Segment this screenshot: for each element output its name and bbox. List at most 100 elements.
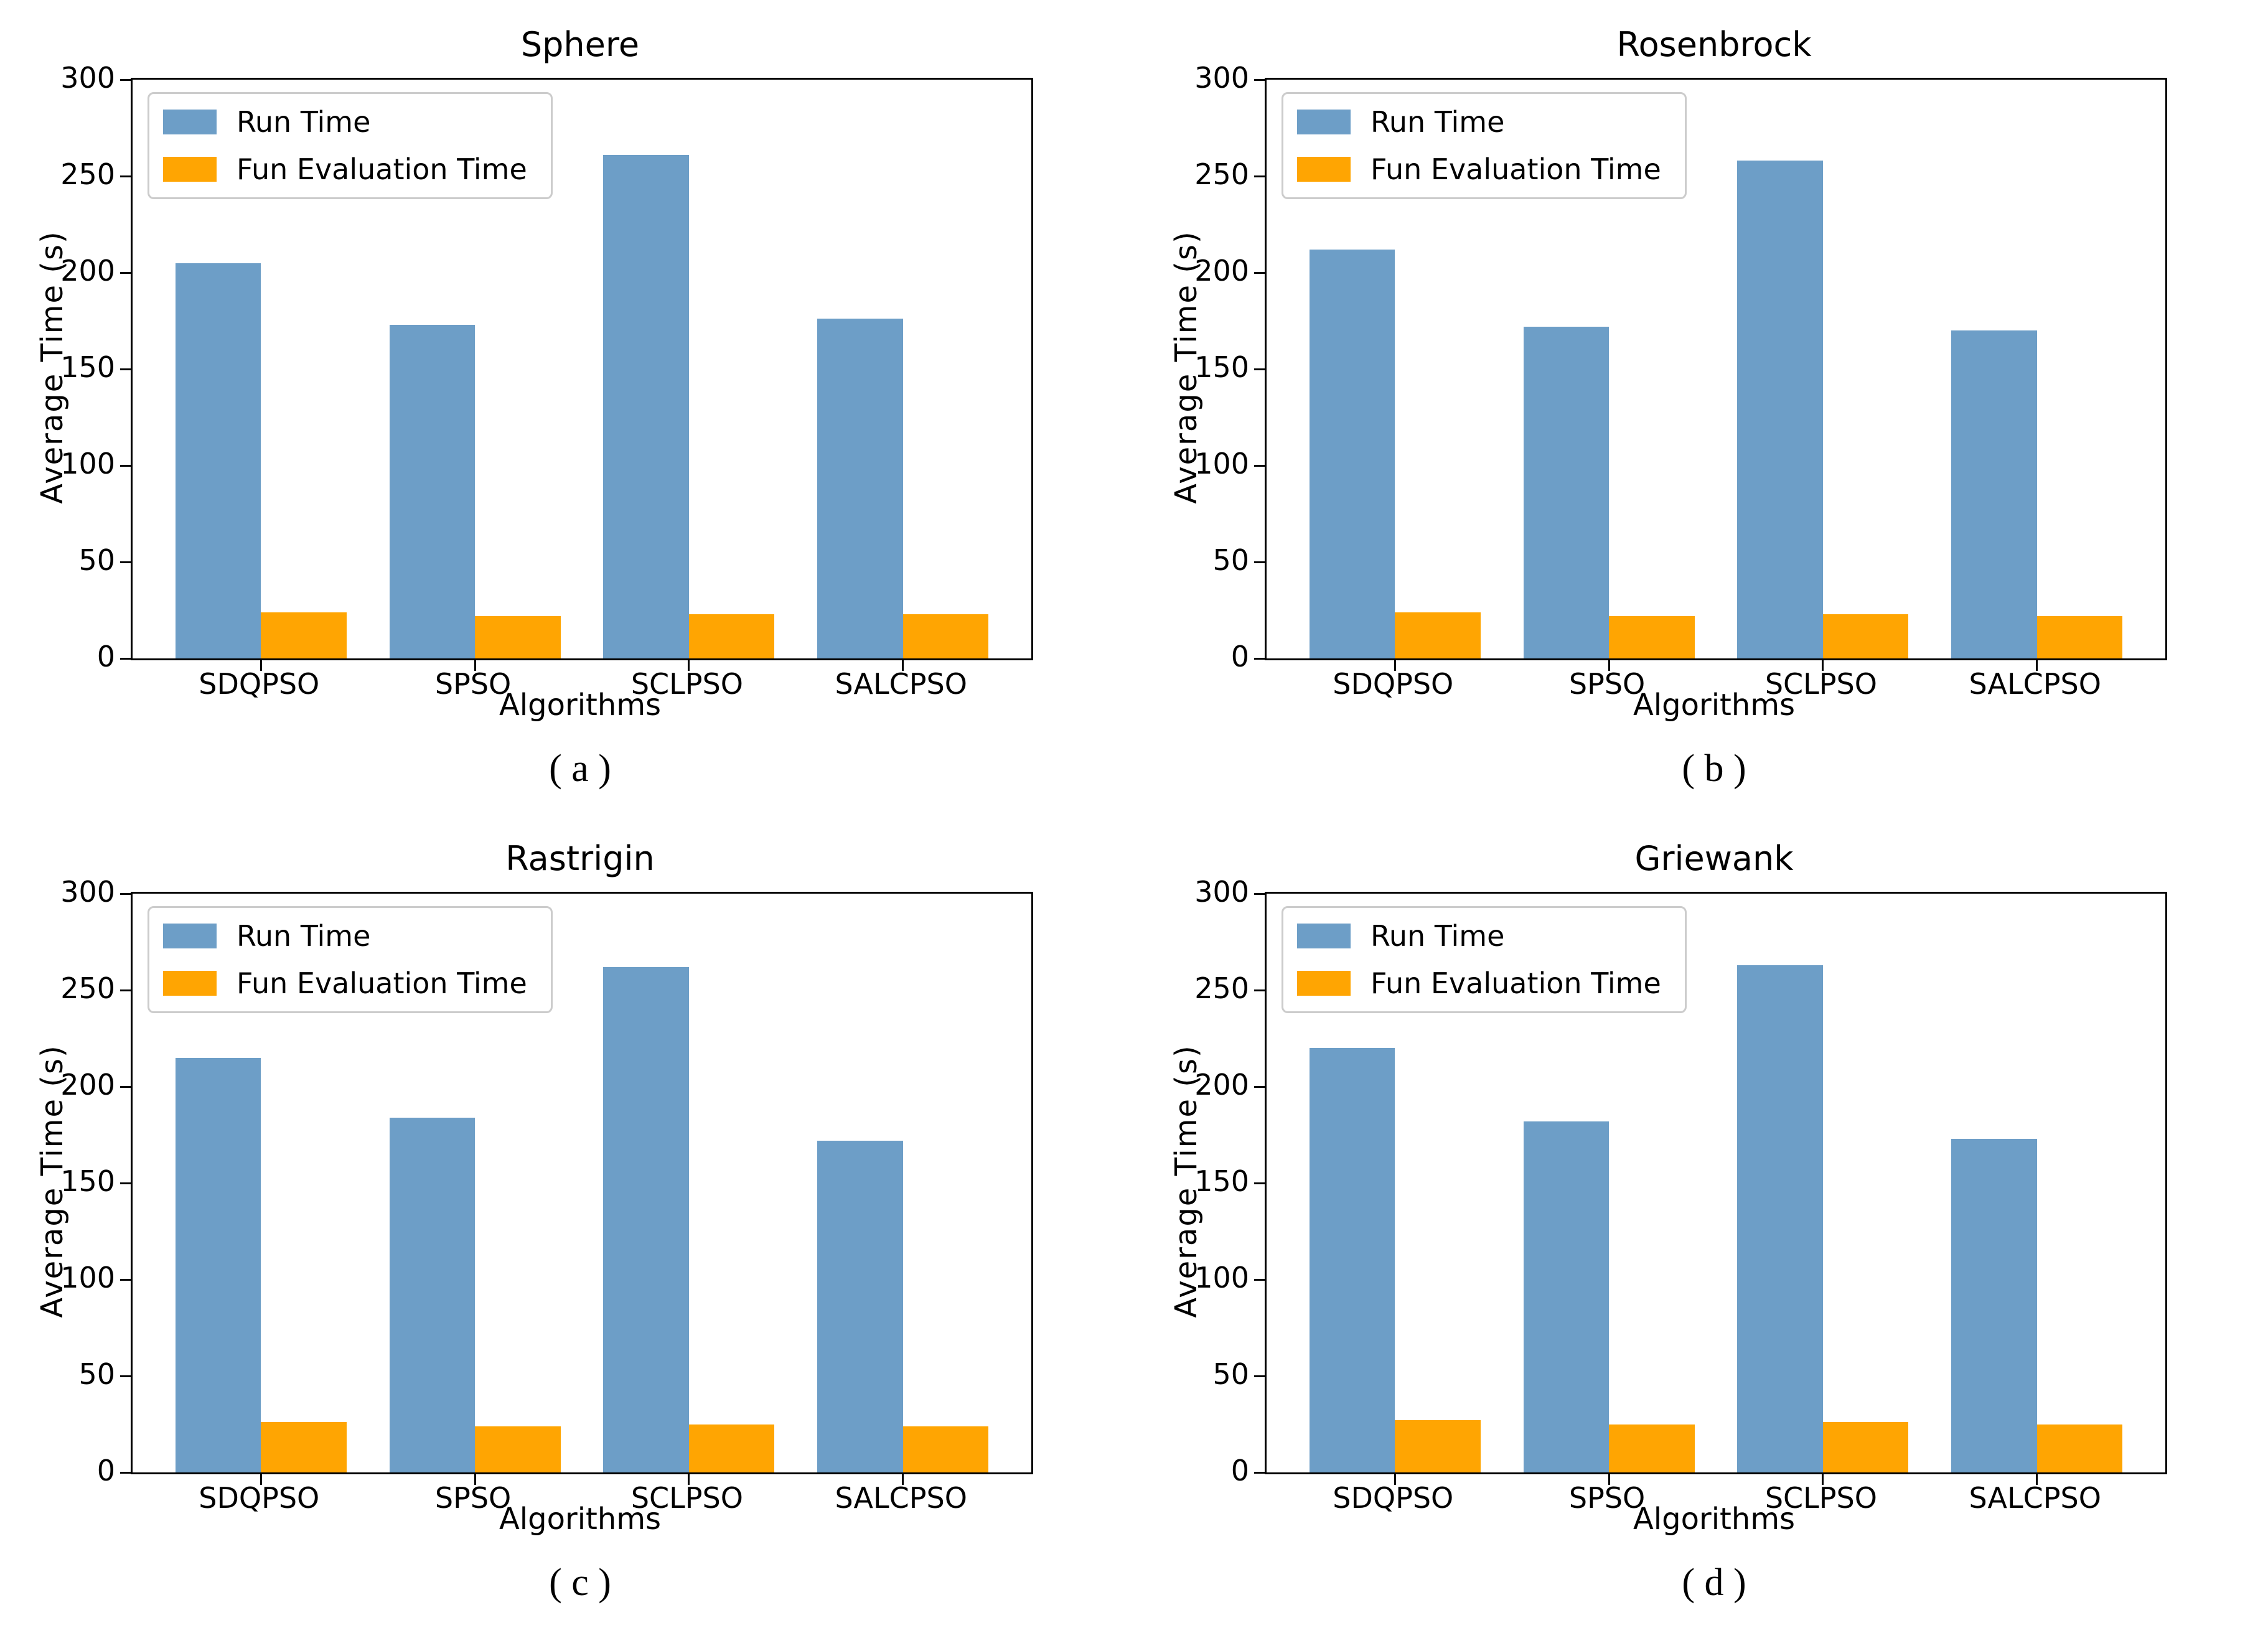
bar-fun-evaluation-time-spso	[1609, 615, 1695, 658]
legend-label: Run Time	[237, 105, 371, 139]
legend-item: Fun Evaluation Time	[1297, 155, 1661, 184]
y-tick-mark	[120, 1278, 131, 1281]
y-tick-mark	[120, 368, 131, 370]
plot-area: Run Time Fun Evaluation Time	[1254, 78, 2167, 671]
bar-run-time-salcpso	[817, 1140, 903, 1472]
x-tick-mark	[1608, 1474, 1610, 1485]
x-axis-label: Algorithms	[1633, 1502, 1796, 1537]
legend-label: Fun Evaluation Time	[237, 152, 527, 186]
subplot-caption: ( a )	[549, 747, 611, 790]
legend-item: Fun Evaluation Time	[163, 155, 527, 184]
bar-run-time-spso	[1523, 326, 1610, 658]
x-tick-label: SALCPSO	[835, 667, 967, 701]
y-tick-label: 150	[60, 350, 115, 384]
legend-label: Fun Evaluation Time	[1371, 152, 1661, 186]
y-tick-mark	[120, 1375, 131, 1377]
y-tick-label: 0	[96, 640, 115, 673]
legend-label: Fun Evaluation Time	[237, 966, 527, 1000]
bar-fun-evaluation-time-sdqpso	[261, 1422, 347, 1472]
y-tick-mark	[1254, 1375, 1265, 1377]
y-tick-label: 50	[78, 1357, 115, 1391]
bar-fun-evaluation-time-salcpso	[2036, 615, 2123, 658]
legend-swatch-fun-evaluation-time	[163, 157, 217, 182]
bar-fun-evaluation-time-sclpso	[688, 614, 775, 658]
y-tick-mark	[120, 1085, 131, 1088]
y-tick-label: 300	[60, 875, 115, 909]
subplot-d-griewank: Griewank Average Time (s) Run Time Fun Ev…	[1134, 814, 2268, 1628]
legend-swatch-fun-evaluation-time	[163, 971, 217, 996]
x-tick-label: SDQPSO	[1333, 667, 1454, 701]
y-tick-mark	[120, 78, 131, 81]
legend: Run Time Fun Evaluation Time	[1282, 92, 1687, 199]
y-tick-label: 150	[1194, 350, 1249, 384]
x-tick-mark	[1394, 1474, 1396, 1485]
bar-fun-evaluation-time-sclpso	[1822, 614, 1909, 658]
y-tick-mark	[120, 989, 131, 991]
y-tick-mark	[120, 464, 131, 467]
chart-title: Sphere	[520, 25, 640, 64]
bar-fun-evaluation-time-salcpso	[902, 614, 989, 658]
legend: Run Time Fun Evaluation Time	[148, 906, 553, 1013]
y-tick-mark	[1254, 657, 1265, 660]
legend-item: Fun Evaluation Time	[163, 969, 527, 998]
bar-fun-evaluation-time-sclpso	[688, 1424, 775, 1472]
x-tick-label: SPSO	[1568, 667, 1646, 701]
subplot-caption: ( d )	[1682, 1561, 1746, 1604]
y-tick-label: 150	[1194, 1164, 1249, 1198]
y-tick-label: 100	[1194, 1261, 1249, 1294]
x-tick-mark	[1394, 660, 1396, 671]
bar-fun-evaluation-time-sdqpso	[261, 612, 347, 658]
y-tick-label: 0	[96, 1454, 115, 1487]
x-axis-label: Algorithms	[499, 688, 662, 723]
legend-item: Run Time	[1297, 922, 1661, 950]
x-tick-mark	[902, 1474, 904, 1485]
chart-title: Griewank	[1634, 839, 1794, 878]
y-tick-label: 100	[1194, 447, 1249, 480]
legend-swatch-run-time	[163, 110, 217, 134]
x-tick-mark	[902, 660, 904, 671]
y-tick-mark	[1254, 368, 1265, 370]
y-tick-label: 100	[60, 447, 115, 480]
x-tick-label: SCLPSO	[1764, 667, 1877, 701]
legend: Run Time Fun Evaluation Time	[1282, 906, 1687, 1013]
y-tick-label: 0	[1230, 640, 1249, 673]
y-tick-mark	[120, 1471, 131, 1474]
plot-area: Run Time Fun Evaluation Time	[1254, 892, 2167, 1485]
y-tick-mark	[1254, 892, 1265, 895]
bar-fun-evaluation-time-sdqpso	[1395, 612, 1481, 658]
legend-item: Run Time	[163, 922, 527, 950]
y-tick-mark	[1254, 175, 1265, 177]
bar-run-time-salcpso	[1951, 1138, 2037, 1472]
x-axis-label: Algorithms	[1633, 688, 1796, 723]
bar-run-time-sdqpso	[1309, 249, 1395, 658]
bar-run-time-sdqpso	[175, 263, 261, 658]
x-tick-label: SDQPSO	[199, 667, 320, 701]
x-tick-mark	[474, 660, 476, 671]
y-tick-label: 250	[60, 971, 115, 1005]
x-tick-mark	[2036, 1474, 2038, 1485]
y-tick-label: 150	[60, 1164, 115, 1198]
bar-fun-evaluation-time-salcpso	[2036, 1424, 2123, 1472]
x-tick-label: SCLPSO	[630, 1481, 743, 1515]
x-tick-mark	[2036, 660, 2038, 671]
y-tick-mark	[1254, 464, 1265, 467]
x-tick-label: SPSO	[434, 667, 512, 701]
legend-swatch-run-time	[163, 924, 217, 948]
x-tick-mark	[260, 1474, 262, 1485]
bar-fun-evaluation-time-salcpso	[902, 1426, 989, 1472]
x-tick-label: SALCPSO	[1969, 667, 2101, 701]
y-tick-label: 200	[60, 1068, 115, 1102]
bar-fun-evaluation-time-spso	[475, 615, 561, 658]
subplot-c-rastrigin: Rastrigin Average Time (s) Run Time Fun E…	[0, 814, 1134, 1628]
x-tick-mark	[1822, 660, 1824, 671]
y-tick-label: 300	[1194, 875, 1249, 909]
y-tick-label: 100	[60, 1261, 115, 1294]
subplot-caption: ( c )	[549, 1561, 611, 1604]
bar-fun-evaluation-time-spso	[475, 1426, 561, 1472]
y-tick-label: 200	[60, 254, 115, 288]
y-tick-mark	[1254, 1278, 1265, 1281]
y-tick-label: 200	[1194, 1068, 1249, 1102]
y-tick-mark	[120, 561, 131, 563]
x-tick-mark	[688, 660, 690, 671]
y-tick-mark	[120, 1182, 131, 1184]
